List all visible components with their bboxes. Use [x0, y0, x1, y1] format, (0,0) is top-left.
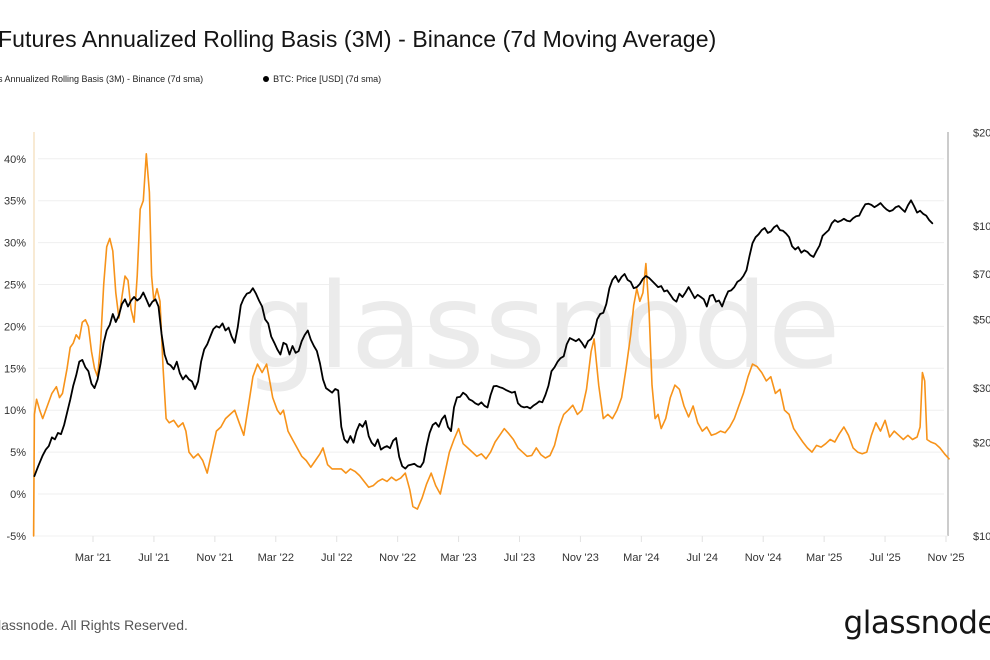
- legend-item-btc-price[interactable]: BTC: Price [USD] (7d sma): [263, 74, 381, 84]
- y-left-tick-label: 5%: [10, 447, 26, 459]
- x-tick-label: Nov '24: [745, 552, 782, 564]
- y-left-tick-label: 10%: [4, 405, 26, 417]
- glassnode-logo: glassnode: [843, 605, 990, 641]
- y-right-tick-label: $20: [973, 128, 990, 140]
- x-tick-label: Mar '21: [75, 552, 111, 564]
- series-line-basis: [32, 153, 950, 537]
- x-tick-label: Jul '21: [138, 552, 169, 564]
- x-tick-label: Jul '24: [687, 552, 718, 564]
- y-left-tick-label: -5%: [6, 531, 26, 543]
- y-axis-left-ticks: -5% 0% 5% 10% 15% 20% 25% 30% 35% 40%: [4, 154, 26, 543]
- x-tick-label: Mar '22: [258, 552, 294, 564]
- x-axis-ticks: Mar '21 Jul '21 Nov '21 Mar '22 Jul '22 Nov '…: [75, 536, 965, 564]
- y-right-tick-label: $10: [973, 531, 990, 543]
- chart-title: Futures Annualized Rolling Basis (3M) - …: [0, 26, 717, 52]
- y-right-tick-label: $10: [973, 221, 990, 233]
- legend-item-basis[interactable]: s Annualized Rolling Basis (3M) - Binanc…: [0, 74, 203, 84]
- series-line-btc-price: [33, 199, 934, 477]
- x-tick-label: Jul '22: [321, 552, 352, 564]
- y-left-tick-label: 15%: [4, 363, 26, 375]
- watermark: glassnode: [243, 257, 840, 395]
- x-tick-label: Nov '21: [196, 552, 233, 564]
- y-left-tick-label: 25%: [4, 280, 26, 292]
- y-left-tick-label: 0%: [10, 489, 26, 501]
- x-tick-label: Jul '23: [504, 552, 535, 564]
- y-left-tick-label: 20%: [4, 321, 26, 333]
- y-right-tick-label: $20: [973, 438, 990, 450]
- x-tick-label: Mar '25: [806, 552, 842, 564]
- x-tick-label: Nov '25: [928, 552, 965, 564]
- y-right-tick-label: $70: [973, 269, 990, 281]
- series-group: [32, 153, 950, 537]
- y-right-tick-label: $50: [973, 314, 990, 326]
- x-tick-label: Mar '24: [623, 552, 659, 564]
- x-tick-label: Nov '23: [562, 552, 599, 564]
- x-tick-label: Jul '25: [869, 552, 900, 564]
- legend-marker-btc-price: [263, 76, 270, 82]
- x-tick-label: Mar '23: [440, 552, 476, 564]
- legend-label-btc-price: BTC: Price [USD] (7d sma): [273, 74, 382, 84]
- y-left-tick-label: 40%: [4, 154, 26, 166]
- y-left-tick-label: 30%: [4, 238, 26, 250]
- y-axis-right-ticks: $10 $20 $30 $50 $70 $10 $20: [973, 128, 990, 543]
- copyright-text: lassnode. All Rights Reserved.: [0, 617, 188, 633]
- y-right-tick-label: $30: [973, 383, 990, 395]
- legend-label-basis: s Annualized Rolling Basis (3M) - Binanc…: [0, 74, 204, 84]
- x-tick-label: Nov '22: [379, 552, 416, 564]
- legend: s Annualized Rolling Basis (3M) - Binanc…: [0, 74, 381, 84]
- y-left-tick-label: 35%: [4, 196, 26, 208]
